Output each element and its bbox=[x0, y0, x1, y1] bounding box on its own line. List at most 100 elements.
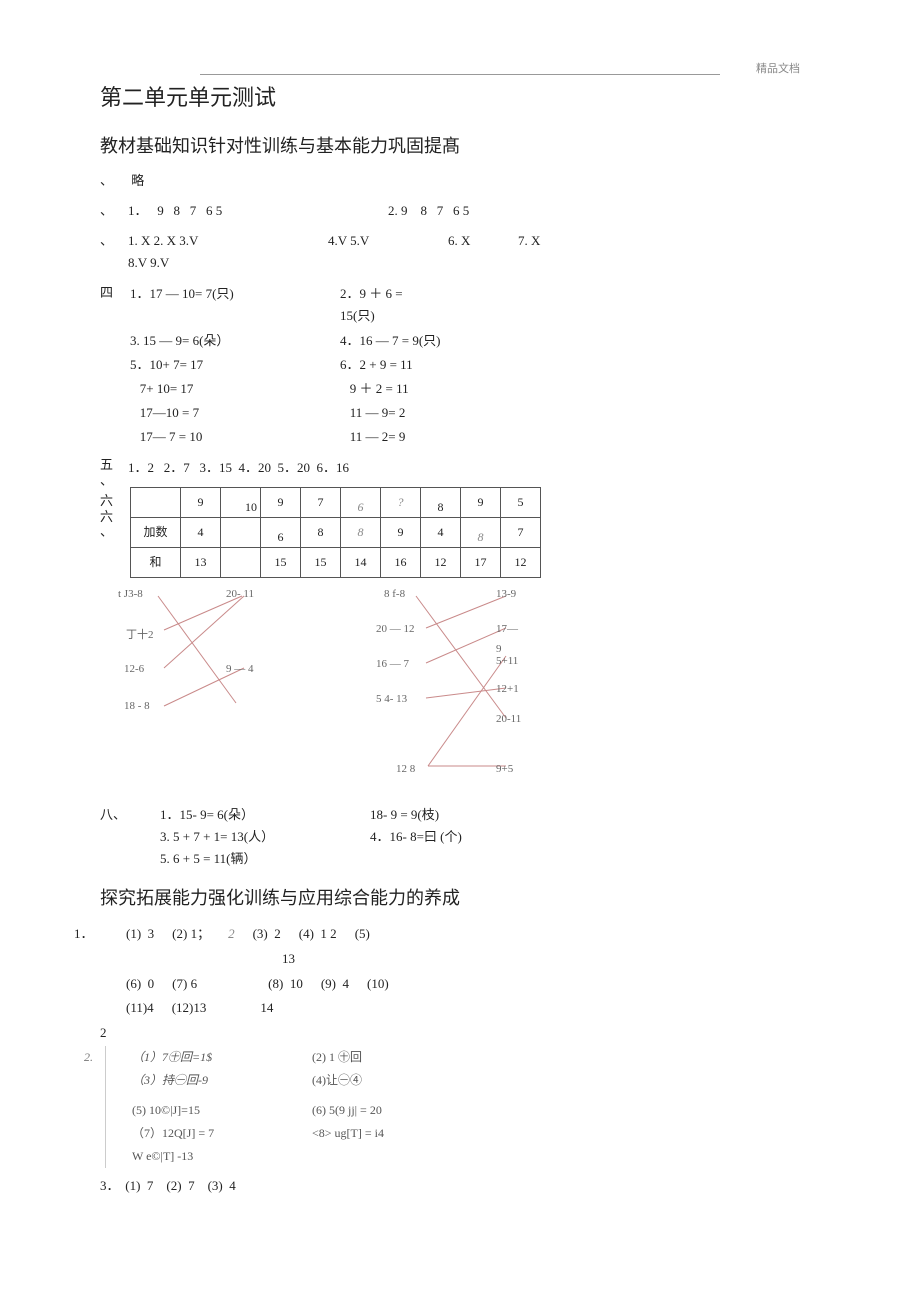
q1-i17: (10) bbox=[367, 972, 389, 997]
s4-0-1: 2．9 ＋ 6 = 15(只) bbox=[340, 282, 540, 328]
t-r1c8: 8 bbox=[461, 518, 501, 548]
t-r2c3: 15 bbox=[261, 548, 301, 578]
s4-2-1: 6．2 + 9 = 11 bbox=[340, 353, 540, 377]
q3-num: 3． bbox=[100, 1174, 122, 1199]
t-r1c5: 8 bbox=[341, 518, 381, 548]
explore-q3: 3． (1) 7 (2) 7 (3) 4 bbox=[100, 1174, 820, 1199]
t-r0c0 bbox=[131, 488, 181, 518]
match-label: 20 — 12 bbox=[376, 623, 415, 635]
t-r0c2: 10 bbox=[221, 488, 261, 518]
match-left: t J3-820- 11丁十212-69 — 418 - 8 bbox=[116, 588, 316, 788]
q1-hidden: 2 bbox=[100, 1021, 820, 1046]
t-r2c2 bbox=[221, 548, 261, 578]
t-r2c7: 12 bbox=[421, 548, 461, 578]
t-r0c3: 9 bbox=[261, 488, 301, 518]
q2-4-1 bbox=[312, 1145, 492, 1168]
t-r0c7: 8 bbox=[421, 488, 461, 518]
t-r0c5: 6 bbox=[341, 488, 381, 518]
s8-1-0: 3. 5 + 7 + 1= 13(人） bbox=[160, 826, 370, 848]
t-r1c0: 加数 bbox=[131, 518, 181, 548]
marker-3: 、 bbox=[100, 230, 128, 252]
marker-4: 四 bbox=[100, 282, 113, 304]
s4-4-1: 11 — 9= 2 bbox=[340, 401, 540, 425]
section-4: 四 1．17 — 10= 7(只) 2．9 ＋ 6 = 15(只) 3. 15 … bbox=[100, 282, 820, 449]
t-r1c4: 8 bbox=[301, 518, 341, 548]
section-8: 八、 1．15- 9= 6(朵） 18- 9 = 9(枝) 3. 5 + 7 +… bbox=[100, 804, 820, 870]
marker-8: 八、 bbox=[100, 804, 126, 826]
explore-q2: 2. （1）7㊉回=1$ (2) 1 ㊉回 （3）持㊀回-9 (4)让㊀④ (5… bbox=[105, 1046, 820, 1168]
section-6: 六 六 、 9 10 9 7 6 ? 8 9 5 加数 4 6 8 8 9 4 … bbox=[100, 487, 820, 578]
s4-3-1: 9 ＋ 2 = 11 bbox=[340, 377, 540, 401]
q1-sp1 bbox=[126, 947, 168, 972]
s4-5-1: 11 — 2= 9 bbox=[340, 425, 540, 449]
match-label: 丁十2 bbox=[126, 626, 154, 642]
s4-5-0: 17— 7 = 10 bbox=[130, 425, 330, 449]
q1-i4: (4) 1 2 bbox=[299, 922, 337, 947]
s4-1-0: 3. 15 — 9= 6(朵） bbox=[130, 329, 330, 353]
t-r0c6: ? bbox=[381, 488, 421, 518]
q2-2-0: (5) 10©|J]=15 bbox=[132, 1099, 312, 1122]
t-r0c1: 9 bbox=[181, 488, 221, 518]
page-title: 第二单元单元测试 bbox=[100, 80, 820, 112]
q1-i1: (2) 1； bbox=[172, 922, 210, 947]
explore-section: 1． (1) 3 (2) 1； 2 (3) 2 (4) 1 2 (5) 13 (… bbox=[100, 922, 820, 1198]
q1-i3: (3) 2 bbox=[253, 922, 281, 947]
match-label: 8 f-8 bbox=[384, 588, 405, 600]
t-r2c1: 13 bbox=[181, 548, 221, 578]
match-label: 12+1 bbox=[496, 683, 519, 695]
sec3-line1: 1. X 2. X 3.V bbox=[128, 230, 328, 252]
match-label: 16 — 7 bbox=[376, 658, 409, 670]
t-r0c4: 7 bbox=[301, 488, 341, 518]
q1-sp2 bbox=[186, 947, 236, 972]
sec3-mid2: 6. X bbox=[448, 230, 518, 252]
section-1-text: 略 bbox=[131, 173, 144, 188]
addition-table: 9 10 9 7 6 ? 8 9 5 加数 4 6 8 8 9 4 8 7 和 … bbox=[130, 487, 541, 578]
match-label: 9 — 4 bbox=[226, 663, 254, 675]
match-label: 20-11 bbox=[496, 713, 521, 725]
match-label: 9+5 bbox=[496, 763, 513, 775]
q2-num: 2. bbox=[84, 1046, 93, 1069]
t-r1c9: 7 bbox=[501, 518, 541, 548]
s4-1-1: 4．16 — 7 = 9(只) bbox=[340, 329, 540, 353]
q2-0-0: （1）7㊉回=1$ bbox=[132, 1046, 312, 1069]
explore-q1: 1． (1) 3 (2) 1； 2 (3) 2 (4) 1 2 (5) 13 (… bbox=[100, 922, 820, 1045]
section-title-2: 探究拓展能力强化训练与应用综合能力的养成 bbox=[100, 884, 820, 910]
section-title-1: 教材基础知识针对性训练与基本能力巩固提髙 bbox=[100, 132, 820, 158]
q1-i16: (9) 4 bbox=[321, 972, 349, 997]
section-3: 、 1. X 2. X 3.V 4.V 5.V 6. X 7. X 8.V 9.… bbox=[100, 230, 820, 274]
q1-i9: 13 bbox=[282, 947, 295, 972]
match-label: 20- 11 bbox=[226, 588, 254, 600]
s8-2-1 bbox=[370, 848, 570, 870]
q2-1-1: (4)让㊀④ bbox=[312, 1069, 492, 1092]
match-label: 5 4- 13 bbox=[376, 693, 407, 705]
match-label: 17— bbox=[496, 623, 518, 635]
marker-6: 六 六 、 bbox=[100, 493, 113, 540]
q1-i19: (12)13 bbox=[172, 996, 207, 1021]
section-2: 、 1． 9 8 7 6 5 2. 9 8 7 6 5 bbox=[100, 200, 820, 222]
marker-5: 五 、 bbox=[100, 457, 113, 488]
q2-2-1: (6) 5(9 jj| = 20 bbox=[312, 1099, 492, 1122]
marker-2: 、 bbox=[100, 200, 128, 222]
t-r0c9: 5 bbox=[501, 488, 541, 518]
q1-i0: (1) 3 bbox=[126, 922, 154, 947]
matching-diagrams: t J3-820- 11丁十212-69 — 418 - 8 8 f-813-9… bbox=[116, 588, 820, 788]
t-r2c6: 16 bbox=[381, 548, 421, 578]
t-r1c1: 4 bbox=[181, 518, 221, 548]
s8-0-1: 18- 9 = 9(枝) bbox=[370, 804, 570, 826]
section-1: 、 略 bbox=[100, 170, 820, 192]
q1-i2: 2 bbox=[228, 922, 235, 947]
match-label: 12-6 bbox=[124, 663, 144, 675]
sec2-item-1: 2. 9 8 7 6 5 bbox=[388, 200, 469, 222]
q1-sp3 bbox=[254, 947, 264, 972]
q1-num: 1． bbox=[74, 922, 94, 947]
q2-3-0: （7）12Q[J] = 7 bbox=[132, 1122, 312, 1145]
s8-1-1: 4．16- 8=曰 (个) bbox=[370, 826, 570, 848]
sec3-mid3: 7. X bbox=[518, 230, 540, 252]
t-r1c7: 4 bbox=[421, 518, 461, 548]
s4-3-0: 7+ 10= 17 bbox=[130, 377, 330, 401]
q2-0-1: (2) 1 ㊉回 bbox=[312, 1046, 492, 1069]
t-r1c3: 6 bbox=[261, 518, 301, 548]
match-label: 18 - 8 bbox=[124, 700, 150, 712]
q1-i18: (11)4 bbox=[126, 996, 154, 1021]
sec2-item-0: 1． 9 8 7 6 5 bbox=[128, 200, 388, 222]
